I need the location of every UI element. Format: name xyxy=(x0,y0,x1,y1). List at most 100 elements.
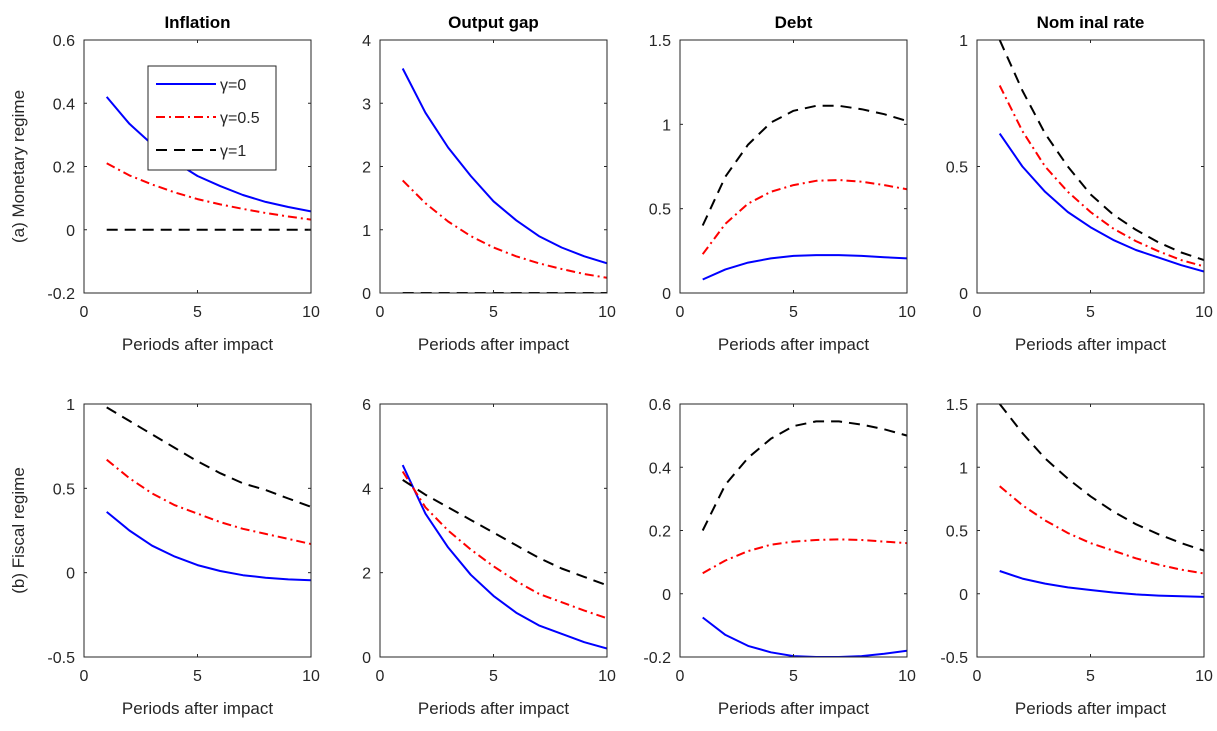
x-axis-label: Periods after impact xyxy=(122,699,273,718)
x-axis-label: Periods after impact xyxy=(418,335,569,354)
subplot-5: 0 5 10 -0.5 0 0.5 1 Periods after impact (b) Fis… xyxy=(9,397,320,718)
series-line-gamma-1 xyxy=(106,406,311,508)
y-tick-label: 0.4 xyxy=(53,96,75,113)
y-tick-label: 0 xyxy=(66,223,75,240)
series-line-gamma-1 xyxy=(701,420,907,531)
series-line-gamma-0-5 xyxy=(999,485,1204,575)
y-tick-label: 1 xyxy=(662,117,671,134)
y-tick-label: 0.5 xyxy=(946,524,968,541)
plot-area xyxy=(380,404,607,657)
series-line-gamma-1 xyxy=(998,40,1204,262)
subplot-title: Inflation xyxy=(164,13,230,32)
y-tick-label: 1 xyxy=(959,33,968,50)
y-tick-label: 4 xyxy=(362,481,371,498)
row-label: (b) Fiscal regime xyxy=(9,467,28,594)
plot-area xyxy=(84,404,311,657)
x-tick-label: 5 xyxy=(489,668,498,685)
legend-label: γ=0 xyxy=(220,77,246,94)
y-tick-label: 0 xyxy=(662,286,671,303)
y-tick-label: 2 xyxy=(362,160,371,177)
x-tick-label: 10 xyxy=(598,304,616,321)
y-tick-label: 0 xyxy=(662,587,671,604)
y-tick-label: 0 xyxy=(362,650,371,667)
x-tick-label: 5 xyxy=(489,304,498,321)
y-tick-label: -0.2 xyxy=(47,286,75,303)
x-tick-label: 0 xyxy=(676,304,685,321)
y-tick-label: 1.5 xyxy=(946,397,968,414)
y-tick-label: 0.6 xyxy=(649,397,671,414)
x-tick-label: 0 xyxy=(973,668,982,685)
series-line-gamma-0 xyxy=(105,96,311,213)
subplot-title: Debt xyxy=(775,13,813,32)
plot-area xyxy=(977,404,1204,657)
series-line-gamma-1 xyxy=(402,479,607,587)
x-tick-label: 0 xyxy=(973,304,982,321)
x-tick-label: 10 xyxy=(1195,304,1213,321)
legend: γ=0 γ=0.5 γ=1 xyxy=(147,65,277,171)
y-tick-label: 0.5 xyxy=(53,481,75,498)
series-line-gamma-0-5 xyxy=(106,162,311,221)
x-tick-label: 0 xyxy=(376,668,385,685)
y-tick-label: 6 xyxy=(362,397,371,414)
y-tick-label: 2 xyxy=(362,566,371,583)
plot-area xyxy=(380,40,607,293)
series-line-gamma-0-5 xyxy=(702,538,907,575)
x-tick-label: 5 xyxy=(193,304,202,321)
x-axis-label: Periods after impact xyxy=(1015,699,1166,718)
y-tick-label: 1.5 xyxy=(649,33,671,50)
subplot-3: 0 5 10 0 0.5 1 1.5 Periods after impact Debt xyxy=(649,13,916,354)
x-axis-label: Periods after impact xyxy=(122,335,273,354)
series-line-gamma-0-5 xyxy=(998,85,1204,268)
x-tick-label: 0 xyxy=(80,668,89,685)
legend-label: γ=1 xyxy=(220,143,246,160)
y-tick-label: -0.2 xyxy=(643,650,671,667)
x-tick-label: 5 xyxy=(789,668,798,685)
y-tick-label: 0 xyxy=(959,286,968,303)
series-line-gamma-0-5 xyxy=(401,470,607,620)
subplot-7: 0 5 10 -0.2 0 0.2 0.4 0.6 Periods after impact xyxy=(643,397,916,718)
y-tick-label: 3 xyxy=(362,96,371,113)
series-line-gamma-1 xyxy=(701,104,907,226)
subplot-title: Nom inal rate xyxy=(1037,13,1145,32)
subplot-1: 0 5 10 -0.2 0 0.2 0.4 0.6 Periods after impact In… xyxy=(9,13,320,354)
series-line-gamma-0 xyxy=(401,464,607,650)
x-tick-label: 10 xyxy=(598,668,616,685)
x-tick-label: 10 xyxy=(898,668,916,685)
y-tick-label: 0.6 xyxy=(53,33,75,50)
subplot-title: Output gap xyxy=(448,13,539,32)
y-tick-label: 0.2 xyxy=(649,524,671,541)
series-line-gamma-0 xyxy=(702,254,907,281)
y-tick-label: 0.5 xyxy=(946,160,968,177)
series-line-gamma-0 xyxy=(106,511,311,582)
x-tick-label: 10 xyxy=(1195,668,1213,685)
series-line-gamma-0 xyxy=(998,133,1204,273)
x-tick-label: 0 xyxy=(80,304,89,321)
series-line-gamma-0 xyxy=(401,68,607,265)
x-axis-label: Periods after impact xyxy=(1015,335,1166,354)
series-line-gamma-0-5 xyxy=(701,179,907,255)
y-tick-label: 0.2 xyxy=(53,160,75,177)
series-line-gamma-0 xyxy=(999,570,1204,598)
x-tick-label: 5 xyxy=(789,304,798,321)
y-tick-label: -0.5 xyxy=(940,650,968,667)
subplot-4: 0 5 10 0 0.5 1 Periods after impact Nom inal ra… xyxy=(946,13,1213,354)
subplot-8: 0 5 10 -0.5 0 0.5 1 1.5 Periods after impact xyxy=(940,397,1213,718)
y-tick-label: 1 xyxy=(66,397,75,414)
y-tick-label: 4 xyxy=(362,33,371,50)
y-tick-label: 1 xyxy=(959,460,968,477)
x-tick-label: 5 xyxy=(1086,668,1095,685)
series-line-gamma-0-5 xyxy=(401,179,607,279)
x-tick-label: 10 xyxy=(302,304,320,321)
x-tick-label: 10 xyxy=(898,304,916,321)
row-label: (a) Monetary regime xyxy=(9,90,28,243)
plot-area xyxy=(680,40,907,293)
subplot-2: 0 5 10 0 1 2 3 4 Periods after impact Output gap xyxy=(362,13,616,354)
x-tick-label: 5 xyxy=(1086,304,1095,321)
legend-label: γ=0.5 xyxy=(220,110,260,127)
plot-area xyxy=(977,40,1204,293)
x-axis-label: Periods after impact xyxy=(718,335,869,354)
y-tick-label: 1 xyxy=(362,223,371,240)
x-tick-label: 10 xyxy=(302,668,320,685)
